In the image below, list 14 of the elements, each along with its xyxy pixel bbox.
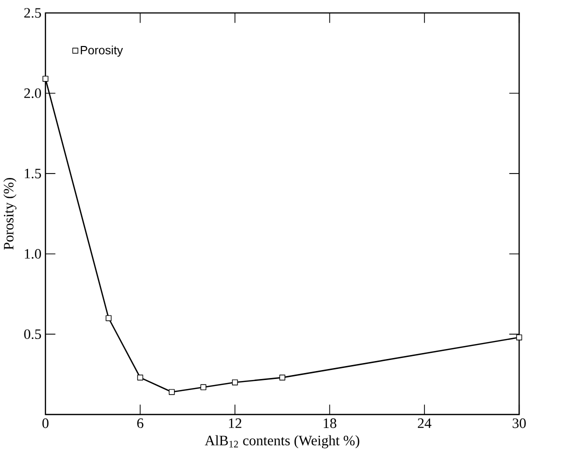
x-axis-title: AlB$_{12}$ contents (Weight %) [204,436,360,449]
y-tick-label: 1.5 [24,168,41,179]
x-tick-label: 0 [42,418,48,428]
y-tick-label: 1.0 [24,249,41,259]
y-tick-label: 2.0 [24,88,41,98]
legend-label: Porosity [80,46,123,57]
x-tick-label: 12 [229,418,242,428]
y-tick-label: 0.5 [24,330,41,340]
x-tick-label: 6 [137,418,144,428]
x-tick-label: 18 [324,418,336,428]
y-axis-title: Porosity (%) [3,178,16,250]
y-tick-label: 2.5 [24,8,41,18]
x-tick-label: 30 [512,418,526,428]
x-tick-label: 24 [418,418,432,428]
